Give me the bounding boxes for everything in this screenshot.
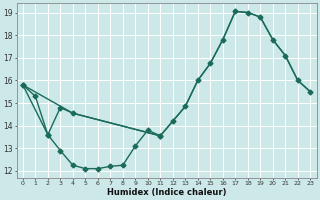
X-axis label: Humidex (Indice chaleur): Humidex (Indice chaleur): [107, 188, 226, 197]
